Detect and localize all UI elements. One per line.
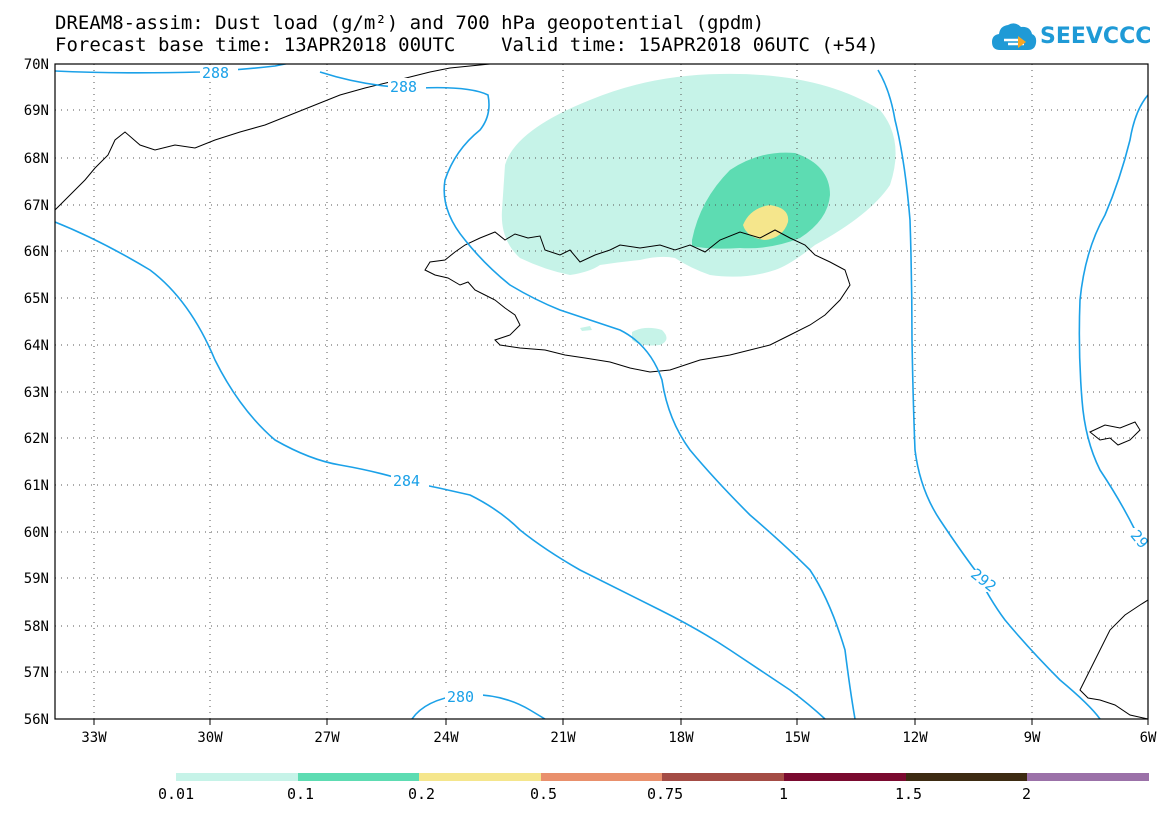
lon-label: 30W [197,730,223,746]
contour-label: 288 [390,78,417,96]
lon-label: 6W [1140,730,1157,746]
lon-label: 24W [433,730,459,746]
colorbar-label: 2 [1022,785,1032,803]
colorbar-label: 0.2 [408,785,436,803]
colorbar-label: 0.75 [647,785,684,803]
colorbar-swatch [298,773,419,781]
faroe-coastline [1089,421,1141,446]
scotland-coastline [1079,599,1148,719]
lat-label: 59N [24,571,49,587]
contour-label-backgrounds [200,65,1148,705]
colorbar-label: 0.1 [287,785,315,803]
lat-label: 70N [24,57,49,73]
lat-label: 66N [24,244,49,260]
iceland-coastline [424,229,851,373]
lat-label: 64N [24,338,49,354]
colorbar-label: 1.5 [895,785,923,803]
colorbar-label: 1 [779,785,789,803]
contour-288-a [55,64,290,74]
lat-label: 69N [24,103,49,119]
colorbar [176,773,1149,781]
lat-label: 57N [24,665,49,681]
lat-label: 65N [24,291,49,307]
lat-label: 67N [24,198,49,214]
lon-label: 12W [902,730,928,746]
lon-label: 18W [668,730,694,746]
lat-label: 61N [24,478,49,494]
colorbar-swatch [419,773,541,781]
contour-29x [1078,94,1148,541]
contour-label: 284 [393,472,420,490]
colorbar-swatch [784,773,906,781]
colorbar-label: 0.01 [158,785,195,803]
dust-area-light-small [632,327,667,346]
map-frame [54,63,1149,720]
greenland-coastline [55,64,491,211]
axis-ticks [93,719,1149,725]
lon-label: 33W [81,730,107,746]
lat-label: 60N [24,525,49,541]
lon-label: 27W [314,730,340,746]
seevccc-logo: SEEVCCC [990,18,1151,58]
contour-284 [55,221,826,719]
colorbar-swatch [662,773,784,781]
colorbar-label: 0.5 [530,785,558,803]
contour-288-b [319,71,856,719]
lat-label: 62N [24,431,49,447]
cloud-icon [992,23,1037,50]
lon-label: 21W [550,730,576,746]
lat-label: 68N [24,151,49,167]
map-title: DREAM8-assim: Dust load (g/m²) and 700 h… [55,12,765,34]
lon-label: 15W [784,730,810,746]
forecast-times: Forecast base time: 13APR2018 00UTC Vali… [55,34,879,56]
contour-label: 288 [202,64,229,82]
geopotential-contours [55,64,1148,719]
colorbar-swatch [906,773,1027,781]
latitude-labels: 70N 69N 68N 67N 66N 65N 64N 63N 62N 61N … [24,57,49,728]
colorbar-swatch [1027,773,1149,781]
logo-text: SEEVCCC [1040,24,1152,49]
coastlines [55,64,1148,719]
lat-label: 63N [24,385,49,401]
map-plot-area: 288 288 284 292 280 29 [55,64,1148,719]
graticule [55,64,1148,719]
colorbar-swatch [176,773,298,781]
lon-label: 9W [1024,730,1041,746]
contour-292 [877,69,1101,719]
colorbar-swatch [541,773,662,781]
longitude-labels: 33W 30W 27W 24W 21W 18W 15W 12W 9W 6W [81,730,1157,746]
contour-label: 280 [447,688,474,706]
dust-area-medium [692,152,830,249]
lat-label: 56N [24,712,49,728]
lat-label: 58N [24,619,49,635]
